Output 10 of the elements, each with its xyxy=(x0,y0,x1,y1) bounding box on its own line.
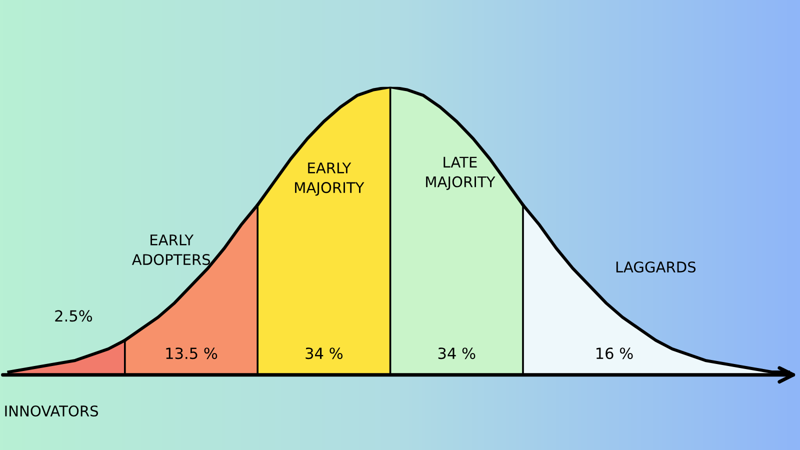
annotation: 34 % xyxy=(306,348,343,360)
series-label: EARLY ADOPTERS xyxy=(132,234,210,266)
annotation: 34 % xyxy=(438,348,476,360)
annotation: 2.5% xyxy=(55,310,92,322)
series-label: EARLY MAJORITY xyxy=(295,162,364,196)
annotation: 13.5 % xyxy=(166,348,218,360)
series-label: LAGGARDS xyxy=(616,261,696,273)
annotation: 16 % xyxy=(596,348,633,360)
text: INNOVATORS xyxy=(5,405,98,417)
series-label: LATE MAJORITY xyxy=(426,156,496,190)
